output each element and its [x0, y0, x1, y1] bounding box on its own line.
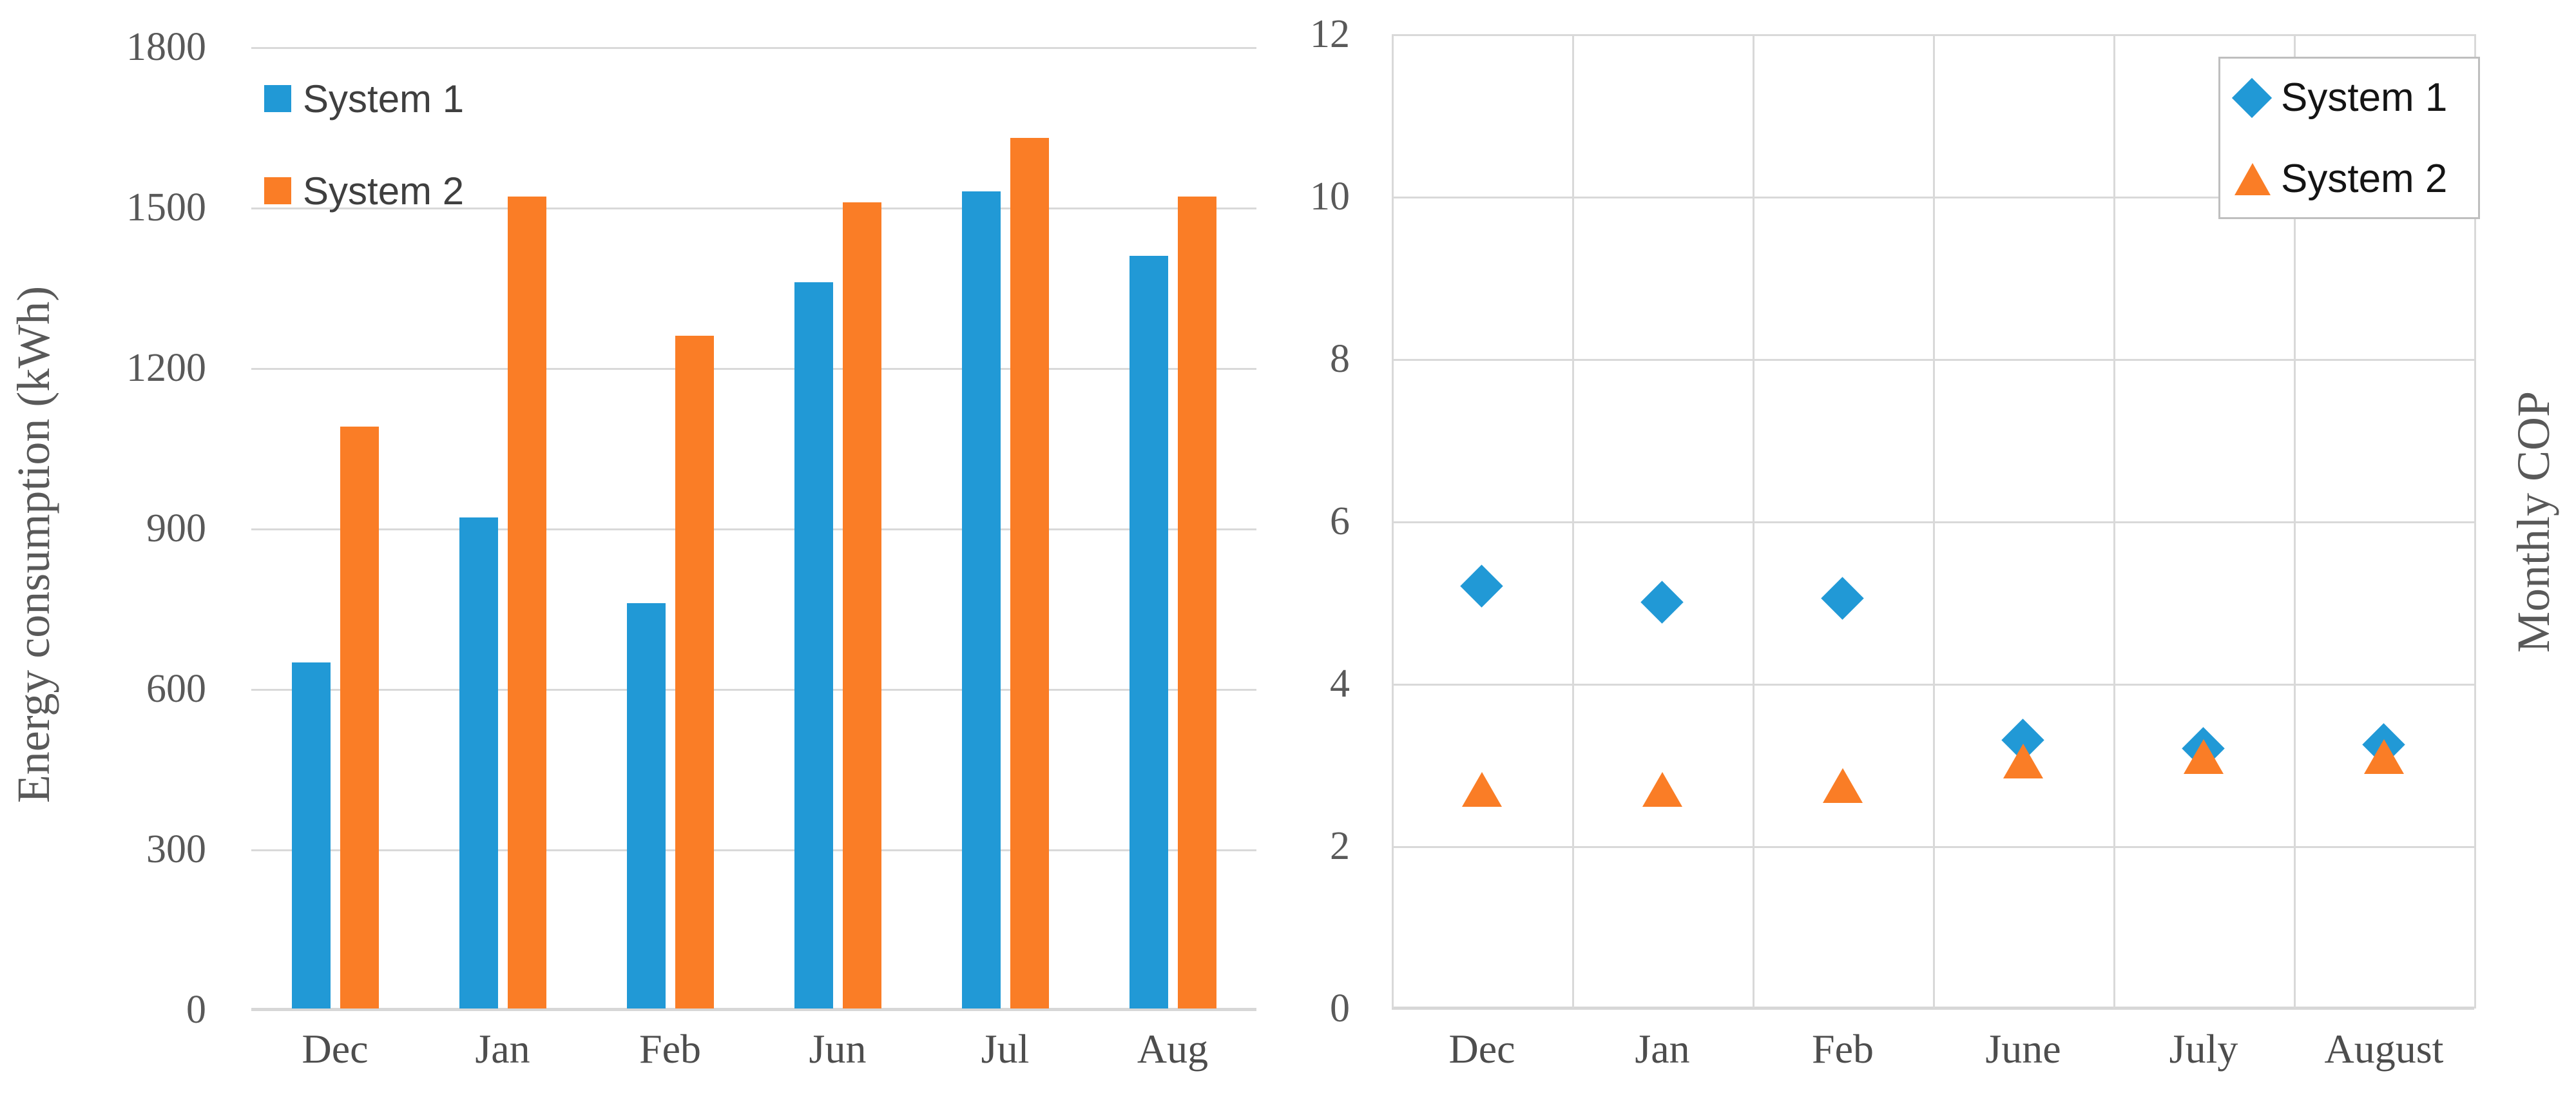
- y-tick-label: 1500: [126, 186, 206, 229]
- month-label: Jun: [809, 1026, 867, 1072]
- month-label: June: [1985, 1026, 2061, 1072]
- y-tick-label: 0: [1330, 987, 1350, 1030]
- gridline: [251, 207, 1256, 209]
- gridline-vertical: [2474, 34, 2476, 1008]
- y-tick-label: 1200: [126, 346, 206, 390]
- month-label: Jan: [475, 1026, 530, 1072]
- legend-label-system-2: System 2: [2281, 157, 2448, 201]
- month-label: Jan: [1635, 1026, 1690, 1072]
- legend-swatch-system-1: [264, 85, 291, 112]
- bar-system-1-jul: [961, 191, 1001, 1008]
- bar-system-2-dec: [340, 427, 379, 1008]
- marker-system-2-june: [2003, 743, 2043, 778]
- gridline: [251, 689, 1256, 691]
- gridline: [251, 849, 1256, 851]
- gridline: [251, 368, 1256, 370]
- month-label: Feb: [639, 1026, 701, 1072]
- bar-system-1-jan: [459, 517, 498, 1008]
- gridline-vertical: [2294, 34, 2296, 1008]
- gridline-vertical: [1753, 34, 1754, 1008]
- month-label: Feb: [1812, 1026, 1874, 1072]
- bar-system-1-aug: [1129, 255, 1168, 1008]
- legend-swatch-system-2: [264, 177, 291, 204]
- marker-system-2-feb: [1823, 767, 1863, 803]
- legend-label-system-1: System 1: [303, 77, 465, 121]
- month-label: Dec: [302, 1026, 369, 1072]
- legend-label-system-1: System 1: [2281, 75, 2448, 120]
- y-tick-label: 0: [186, 988, 206, 1032]
- gridline: [251, 528, 1256, 530]
- marker-system-2-august: [2364, 739, 2404, 775]
- month-label: Jul: [981, 1026, 1030, 1072]
- gridline-vertical: [1933, 34, 1935, 1008]
- y-tick-label: 8: [1330, 337, 1350, 381]
- bar-system-2-jun: [842, 202, 881, 1008]
- bar-system-1-jun: [794, 282, 833, 1008]
- y-tick-label: 6: [1330, 499, 1350, 543]
- marker-system-2-jan: [1642, 771, 1682, 807]
- y-tick-label: 10: [1310, 175, 1350, 218]
- y-tick-label: 900: [146, 507, 206, 550]
- legend-label-system-2: System 2: [303, 169, 465, 213]
- y-tick-label: 2: [1330, 824, 1350, 868]
- y-tick-label: 600: [146, 667, 206, 711]
- marker-system-2-dec: [1462, 771, 1502, 807]
- y-tick-label: 4: [1330, 662, 1350, 706]
- month-label: Aug: [1137, 1026, 1209, 1072]
- bar-system-2-aug: [1177, 197, 1216, 1008]
- legend-marker-system-2: [2235, 163, 2271, 195]
- bar-system-2-jul: [1010, 138, 1049, 1008]
- month-label: Dec: [1448, 1026, 1515, 1072]
- bar-system-1-feb: [626, 603, 666, 1008]
- bar-system-2-jan: [507, 197, 546, 1008]
- gridline-vertical: [2113, 34, 2115, 1008]
- bar-system-1-dec: [291, 662, 331, 1008]
- gridline: [251, 47, 1256, 49]
- y-tick-label: 12: [1310, 12, 1350, 56]
- gridline-vertical: [1572, 34, 1574, 1008]
- x-axis-line: [251, 1008, 1256, 1011]
- month-label: July: [2169, 1026, 2238, 1072]
- marker-system-2-july: [2184, 739, 2224, 775]
- y-tick-label: 300: [146, 827, 206, 871]
- bar-system-2-feb: [675, 336, 714, 1008]
- y-tick-label: 1800: [126, 25, 206, 69]
- month-label: August: [2324, 1026, 2444, 1072]
- gridline-vertical: [1392, 34, 1394, 1008]
